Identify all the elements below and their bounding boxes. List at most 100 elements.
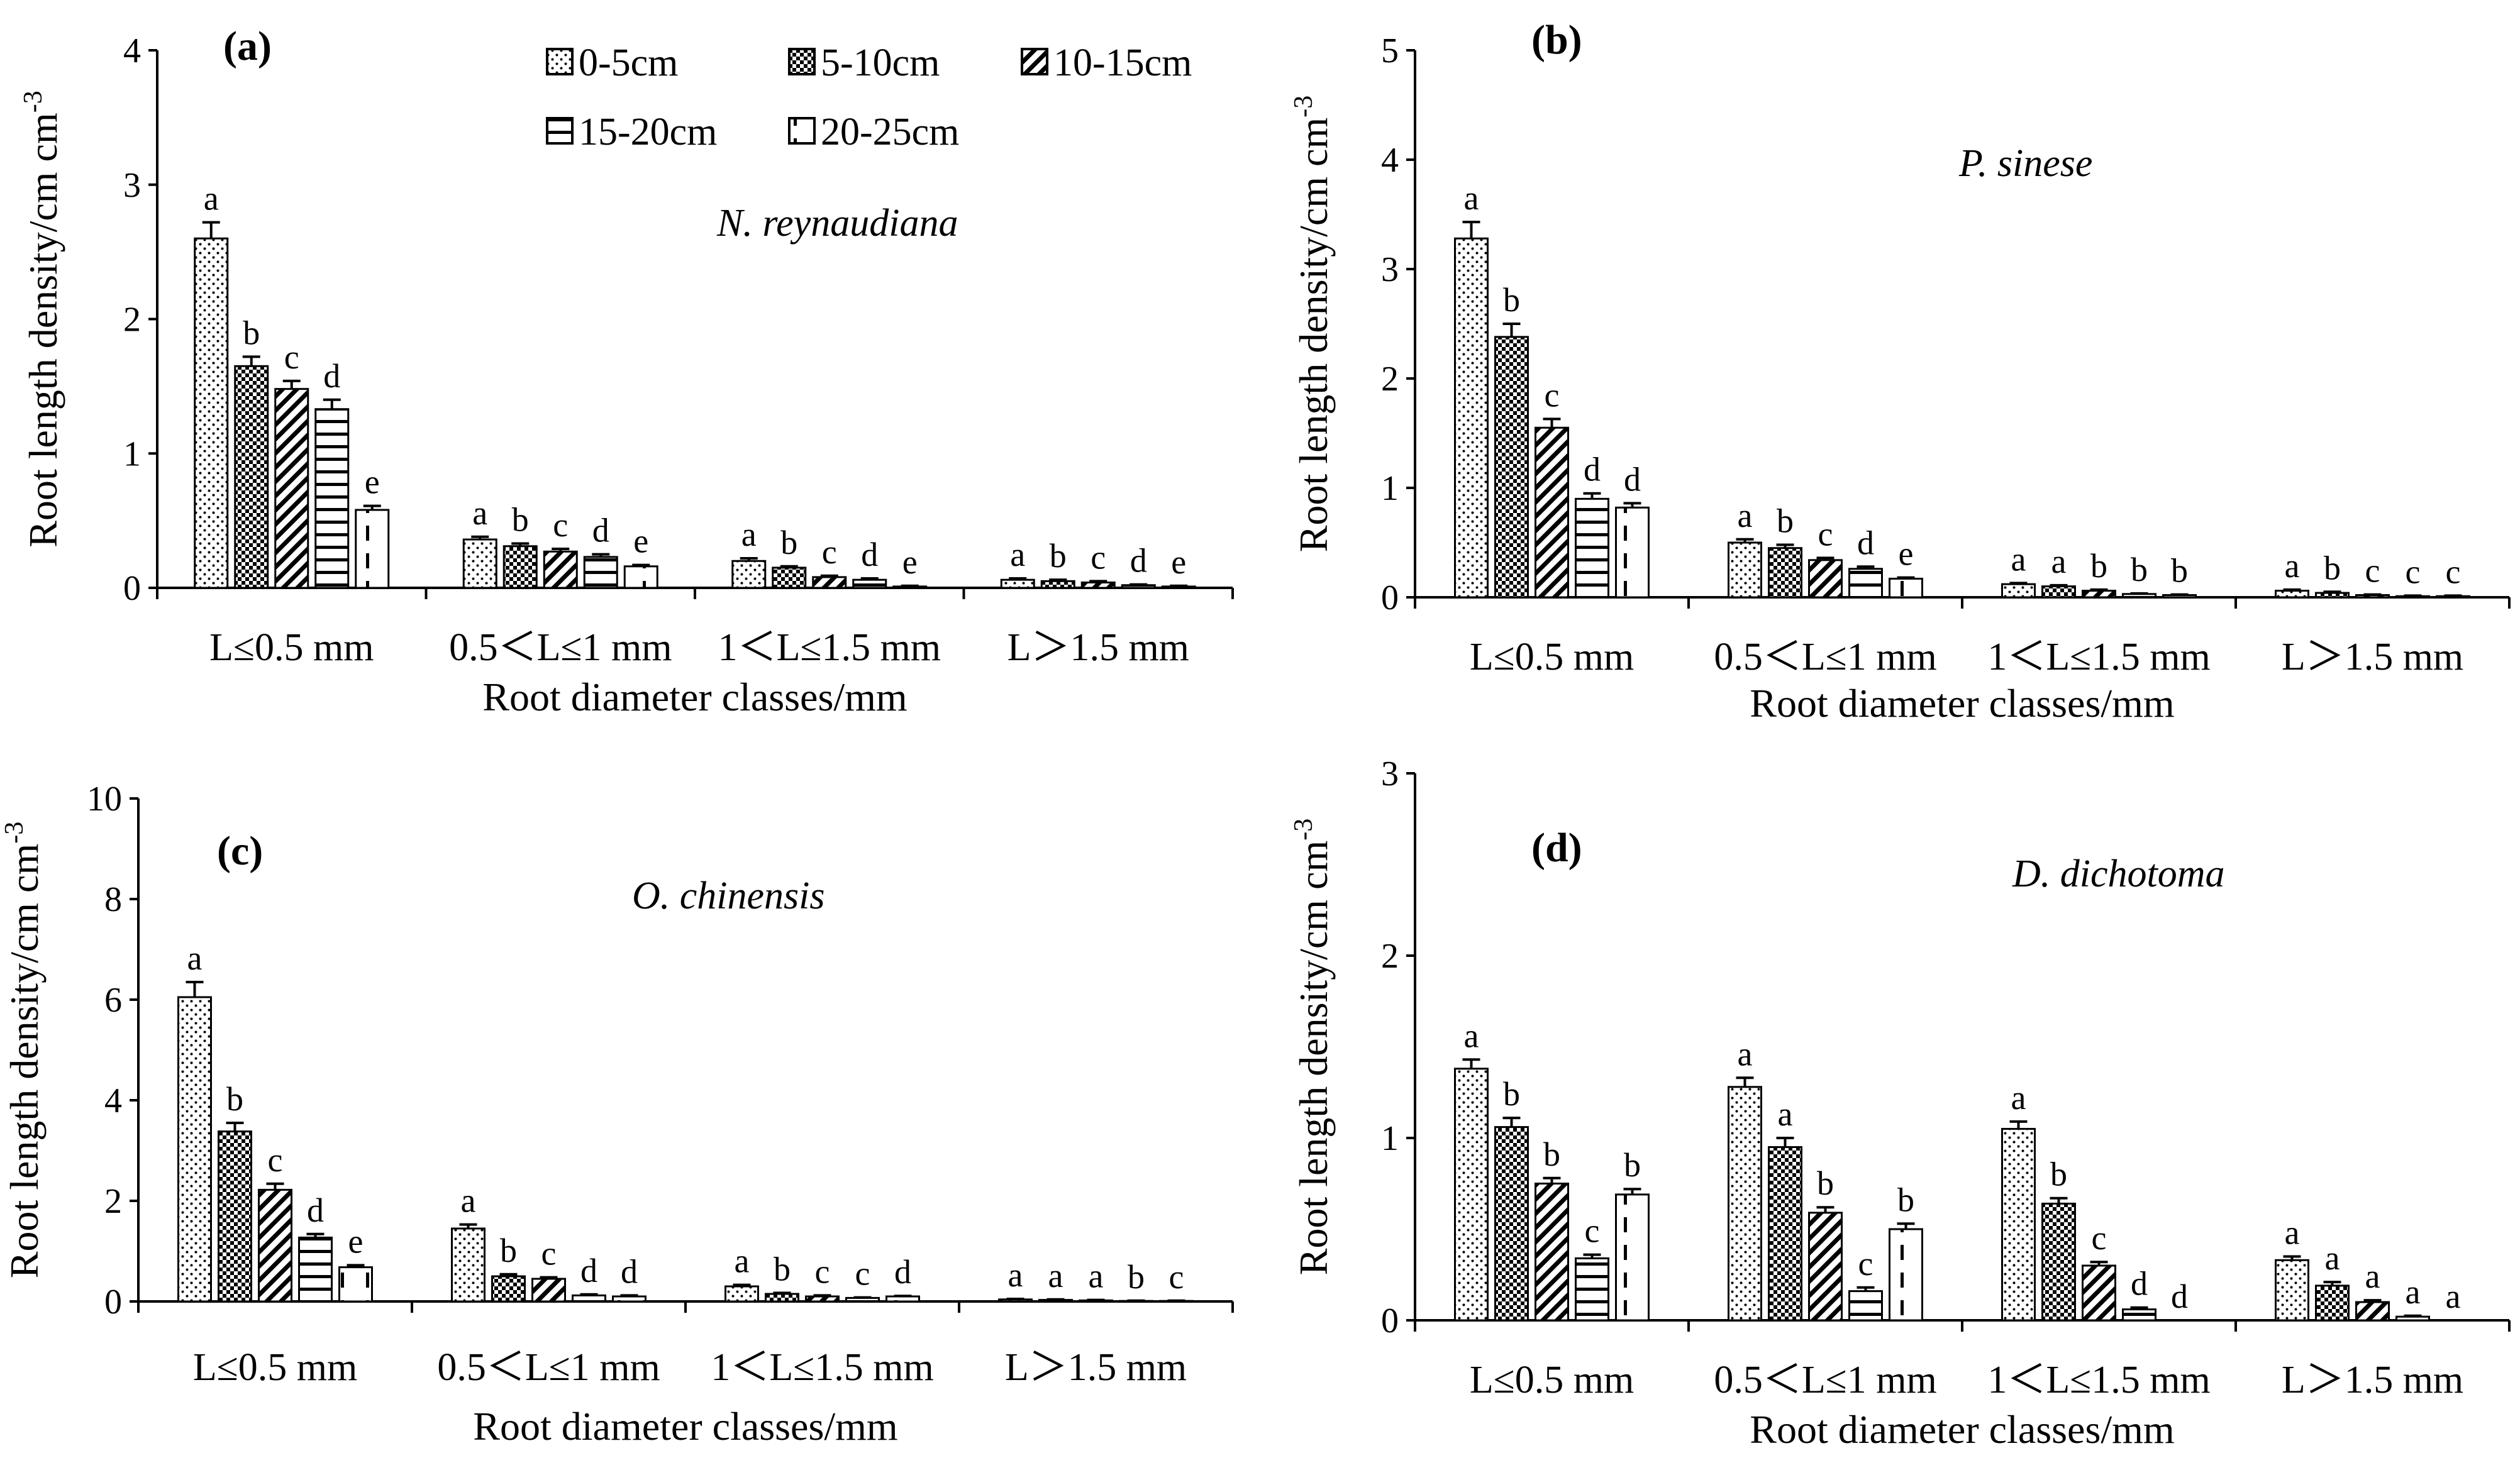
significance-letter: e xyxy=(633,522,648,560)
bar xyxy=(2315,592,2350,599)
y-tick-label: 1 xyxy=(1381,1119,1399,1158)
significance-letter: d xyxy=(1584,451,1601,489)
significance-letter: a xyxy=(2051,543,2067,580)
species-name: D. dichotoma xyxy=(2012,853,2225,895)
significance-letter: d xyxy=(1857,524,1874,561)
x-category-label: 1＜L≤1.5 mm xyxy=(718,626,941,669)
x-category-label: L＞1.5 mm xyxy=(2282,636,2463,678)
significance-letter: c xyxy=(822,533,837,571)
bar xyxy=(2082,590,2116,599)
x-category-label: 0.5＜L≤1 mm xyxy=(449,626,672,669)
bar xyxy=(314,408,350,589)
significance-letter: b xyxy=(1777,502,1794,539)
bar xyxy=(1454,1068,1489,1322)
bar xyxy=(2001,583,2036,599)
significance-letter: a xyxy=(1464,179,1479,217)
y-axis-title: Root length density/cm cm-3 xyxy=(0,822,47,1278)
significance-letter: c xyxy=(2365,552,2380,590)
bar xyxy=(731,560,767,589)
bar xyxy=(274,388,309,589)
significance-letter: e xyxy=(365,463,380,501)
bar xyxy=(2041,1202,2076,1322)
y-tick-label: 4 xyxy=(104,1081,122,1120)
bar xyxy=(1808,1212,1843,1322)
bar xyxy=(502,545,538,589)
x-category-label: 0.5＜L≤1 mm xyxy=(1714,636,1936,678)
y-tick-label: 0 xyxy=(1381,578,1399,617)
significance-letter: e xyxy=(348,1222,364,1260)
bar xyxy=(2395,1315,2430,1322)
significance-letter: c xyxy=(553,506,568,544)
significance-letter: b xyxy=(2090,547,2107,585)
bar xyxy=(194,237,229,589)
significance-letter: a xyxy=(187,939,203,977)
significance-letter: d xyxy=(580,1252,597,1290)
significance-letter: c xyxy=(541,1235,557,1273)
significance-letter: c xyxy=(2092,1219,2107,1257)
significance-letter: a xyxy=(2446,1278,2461,1315)
significance-letter: a xyxy=(1089,1257,1104,1295)
bar xyxy=(1575,497,1609,599)
legend-label: 5-10cm xyxy=(821,41,940,84)
x-axis-title: Root diameter classes/mm xyxy=(1750,681,2174,726)
species-name: N. reynaudiana xyxy=(716,202,958,245)
significance-letter: a xyxy=(735,1242,750,1280)
bar xyxy=(543,550,578,589)
y-tick-label: 5 xyxy=(1381,31,1399,70)
significance-letter: c xyxy=(1818,515,1833,553)
bar xyxy=(462,538,497,589)
panel-tag: (a) xyxy=(223,23,272,69)
bar xyxy=(1848,568,1883,599)
x-category-label: 0.5＜L≤1 mm xyxy=(1714,1359,1936,1401)
bar xyxy=(724,1285,759,1303)
y-tick-label: 2 xyxy=(104,1182,122,1221)
bar xyxy=(1848,1290,1883,1322)
significance-letter: a xyxy=(2365,1257,2380,1295)
bar xyxy=(1080,581,1116,589)
bar xyxy=(1494,336,1529,599)
bar xyxy=(772,566,807,589)
significance-letter: b xyxy=(1050,537,1067,575)
significance-letter: a xyxy=(2406,1273,2421,1311)
significance-letter: c xyxy=(815,1252,830,1290)
significance-letter: e xyxy=(902,543,918,581)
y-tick-label: 6 xyxy=(104,981,122,1020)
significance-letter: b xyxy=(780,524,797,561)
significance-letter: a xyxy=(1778,1095,1793,1133)
x-axis-title: Root diameter classes/mm xyxy=(473,1404,897,1449)
legend-swatch xyxy=(1021,48,1048,75)
significance-letter: b xyxy=(2324,549,2341,587)
significance-letter: d xyxy=(307,1191,324,1229)
bar xyxy=(812,576,847,589)
y-tick-label: 10 xyxy=(87,780,122,819)
x-category-label: L≤0.5 mm xyxy=(1470,1359,1634,1401)
significance-letter: a xyxy=(461,1182,476,1220)
significance-letter: b xyxy=(2131,551,2148,588)
bar xyxy=(1575,1257,1609,1322)
bar xyxy=(1615,1193,1650,1322)
panel-tag: (d) xyxy=(1531,825,1582,871)
significance-letter: a xyxy=(1008,1256,1023,1294)
significance-letter: b xyxy=(243,314,260,351)
significance-letter: d xyxy=(2171,1278,2188,1315)
y-axis-title-main: Root length density/cm cm xyxy=(1291,841,1336,1275)
legend-label: 0-5cm xyxy=(579,41,678,84)
x-category-label: 1＜L≤1.5 mm xyxy=(1987,1359,2210,1401)
bar xyxy=(1454,237,1489,599)
x-category-label: 0.5＜L≤1 mm xyxy=(437,1346,660,1389)
species-name: P. sinese xyxy=(1958,142,2092,185)
bar xyxy=(1768,547,1802,599)
bar xyxy=(583,556,618,589)
significance-letter: a xyxy=(1738,1035,1753,1073)
y-tick-label: 4 xyxy=(123,31,141,70)
significance-letter: c xyxy=(2446,553,2461,590)
significance-letter: a xyxy=(2285,547,2300,585)
y-tick-label: 2 xyxy=(1381,937,1399,976)
bar xyxy=(1768,1146,1802,1322)
significance-letter: c xyxy=(1545,376,1560,414)
bar xyxy=(805,1295,840,1303)
x-category-label: 1＜L≤1.5 mm xyxy=(711,1346,933,1389)
